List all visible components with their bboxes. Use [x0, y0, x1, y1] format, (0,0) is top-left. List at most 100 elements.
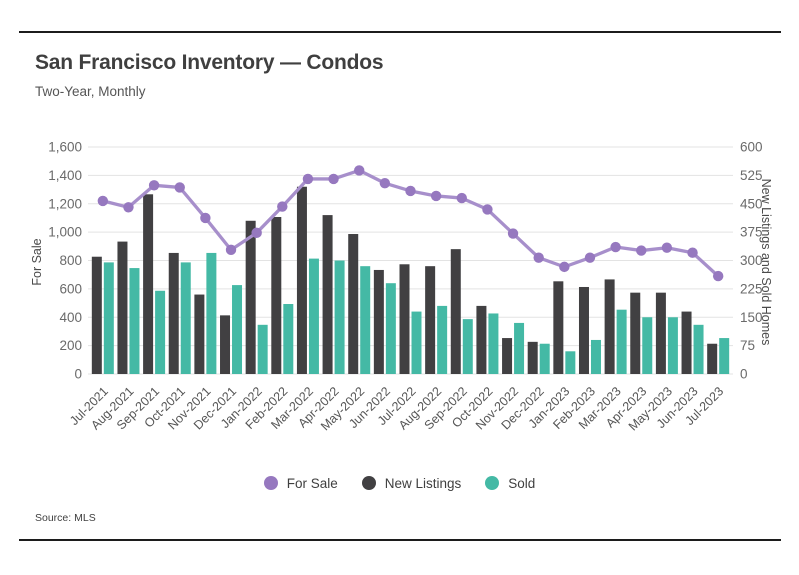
for-sale-point — [123, 202, 134, 213]
bar-new-listings — [578, 286, 589, 374]
bar-new-listings — [681, 311, 692, 374]
y-axis-tick-label-left: 1,200 — [48, 196, 82, 211]
bar-sold — [334, 260, 345, 374]
for-sale-point — [225, 244, 237, 256]
bar-sold — [565, 351, 576, 374]
bar-sold — [180, 262, 191, 374]
y-axis-tick-label-right: 300 — [740, 253, 763, 268]
bar-sold — [232, 285, 243, 374]
bar-sold — [462, 319, 473, 374]
for-sale-point — [174, 182, 185, 193]
bar-new-listings — [655, 292, 666, 374]
for-sale-point — [405, 185, 416, 197]
y-axis-tick-label-left: 400 — [59, 310, 82, 325]
bar-new-listings — [143, 194, 154, 374]
bar-new-listings — [296, 186, 307, 374]
legend-label-for-sale: For Sale — [286, 475, 338, 491]
source-note: Source: MLS — [35, 512, 96, 524]
bar-sold — [488, 313, 499, 374]
for-sale-point — [712, 270, 724, 282]
bar-sold — [155, 290, 166, 374]
bar-new-listings — [322, 215, 333, 374]
legend-item-for-sale: For Sale — [263, 475, 338, 491]
chart-plot: 0 200 400 600 800 1,000 1,200 1,400 1,600 0 75 150 2… — [48, 140, 763, 434]
bar-new-listings — [399, 264, 410, 374]
bar-sold — [257, 324, 268, 374]
bar-sold — [539, 343, 550, 374]
chart-title: San Francisco Inventory — Condos — [35, 51, 384, 74]
bar-new-listings — [527, 341, 538, 374]
bar-new-listings — [348, 234, 359, 374]
bar-sold — [693, 324, 704, 374]
bar-new-listings — [502, 338, 513, 374]
legend-swatch-for-sale-icon — [263, 476, 278, 490]
y-axis-tick-label-right: 150 — [740, 310, 763, 325]
y-axis-tick-label-left: 0 — [74, 367, 82, 382]
y-axis-tick-label-right: 225 — [740, 281, 763, 296]
bar-sold — [206, 252, 217, 374]
y-axis-tick-label-right: 75 — [740, 338, 755, 353]
for-sale-point — [507, 228, 519, 239]
bar-sold — [103, 262, 114, 374]
for-sale-point — [148, 180, 160, 191]
bar-new-listings — [220, 315, 231, 374]
y-axis-tick-label-left: 200 — [59, 338, 82, 353]
chart-legend: For Sale New Listings Sold — [0, 470, 799, 496]
for-sale-point — [251, 227, 262, 239]
bar-new-listings — [630, 292, 641, 374]
bar-sold — [385, 283, 396, 374]
legend-label-new-listings: New Listings — [384, 475, 462, 491]
bar-new-listings — [476, 305, 487, 374]
bar-sold — [437, 305, 448, 374]
for-sale-point — [354, 165, 365, 176]
legend-label-sold: Sold — [508, 475, 536, 491]
for-sale-point — [97, 195, 109, 207]
for-sale-point — [636, 245, 647, 256]
bar-sold — [129, 268, 140, 374]
bar-new-listings — [425, 266, 436, 374]
y-axis-tick-label-left: 1,000 — [48, 225, 82, 240]
bar-new-listings — [553, 281, 564, 374]
for-sale-point — [687, 247, 698, 258]
bar-new-listings — [91, 256, 102, 374]
y-axis-tick-label-left: 1,600 — [48, 140, 82, 155]
y-axis-tick-label-left: 1,400 — [48, 168, 82, 183]
bar-sold — [283, 304, 294, 374]
bar-sold — [308, 258, 319, 374]
bar-new-listings — [194, 294, 205, 374]
bar-new-listings — [450, 249, 461, 374]
y-axis-tick-label-right: 450 — [740, 196, 763, 211]
y-axis-tick-label-right: 375 — [740, 225, 763, 240]
bar-sold — [360, 266, 371, 374]
legend-item-new-listings: New Listings — [361, 475, 462, 491]
bar-sold — [514, 322, 525, 374]
bar-new-listings — [168, 252, 179, 374]
top-rule — [19, 31, 781, 33]
bar-new-listings — [271, 216, 282, 374]
for-sale-point — [584, 252, 596, 263]
legend-item-sold: Sold — [485, 476, 535, 491]
for-sale-point — [379, 177, 391, 189]
y-axis-tick-label-left: 800 — [59, 253, 82, 268]
bar-new-listings — [707, 343, 718, 374]
legend-swatch-sold-icon — [485, 476, 500, 490]
bar-sold — [590, 339, 601, 374]
bottom-rule — [19, 539, 781, 541]
for-sale-point — [533, 252, 544, 263]
for-sale-point — [661, 242, 673, 253]
bar-sold — [411, 311, 422, 374]
y-axis-tick-label-right: 600 — [740, 140, 763, 155]
bar-sold — [667, 317, 678, 374]
bar-sold — [616, 309, 627, 374]
for-sale-point — [328, 173, 339, 185]
for-sale-point — [456, 192, 467, 204]
bar-new-listings — [117, 241, 128, 374]
for-sale-point — [277, 201, 288, 212]
y-axis-tick-label-right: 525 — [740, 168, 763, 183]
for-sale-point — [302, 173, 314, 185]
y-axis-tick-label-left: 600 — [59, 281, 82, 296]
bar-sold — [719, 338, 730, 374]
for-sale-point — [430, 190, 442, 202]
bar-new-listings — [245, 220, 256, 374]
for-sale-point — [559, 261, 570, 273]
